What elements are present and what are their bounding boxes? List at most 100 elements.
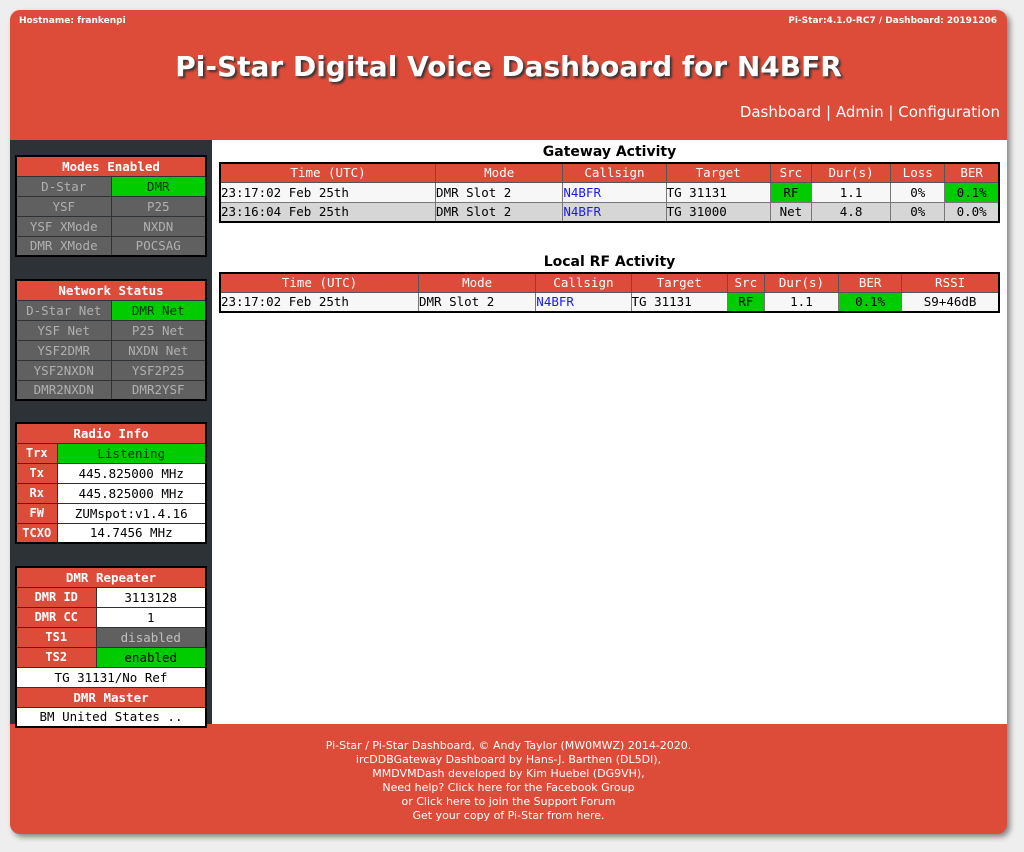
rf-header-rssi: RSSI: [901, 272, 1000, 293]
net-dmr: DMR Net: [110, 299, 207, 321]
net-ysf2p25: YSF2P25: [110, 359, 207, 381]
gw-header-src: Src: [769, 162, 812, 183]
radio-info-table: Radio Info Trx Listening Tx 445.825000 M…: [15, 422, 207, 544]
net-dstar: D-Star Net: [15, 299, 112, 321]
footer-download-link[interactable]: Get your copy of Pi-Star from here.: [412, 809, 605, 822]
ts1-label: TS1: [15, 626, 97, 648]
tcxo-label: TCXO: [15, 522, 58, 544]
net-ysf: YSF Net: [15, 319, 112, 341]
nav-dashboard-link[interactable]: Dashboard: [739, 103, 822, 121]
gw-callsign-link[interactable]: N4BFR: [562, 201, 667, 223]
mode-ysf-xmode: YSF XMode: [15, 215, 112, 237]
gw-mode: DMR Slot 2: [435, 201, 564, 223]
modes-enabled-title: Modes Enabled: [15, 155, 207, 177]
nav-separator: |: [888, 103, 894, 121]
gw-header-target: Target: [665, 162, 771, 183]
gw-target: TG 31000: [665, 201, 771, 223]
footer-mmdvmdash-credit: MMDVMDash developed by Kim Huebel (DG9VH…: [372, 767, 645, 780]
dmr-master-value: BM United States ..: [15, 706, 207, 728]
ts2-value: enabled: [95, 646, 207, 668]
local-rf-activity-title: Local RF Activity: [543, 254, 676, 270]
rf-dur: 1.1: [763, 291, 840, 313]
network-status-title: Network Status: [15, 279, 207, 301]
mode-nxdn: NXDN: [110, 215, 207, 237]
mode-p25: P25: [110, 195, 207, 217]
table-row: 23:16:04 Feb 25th DMR Slot 2 N4BFR TG 31…: [219, 201, 1000, 223]
gw-target: TG 31131: [665, 181, 771, 203]
rf-mode: DMR Slot 2: [417, 291, 537, 313]
rf-ber: 0.1%: [838, 291, 903, 313]
dmr-repeater-title: DMR Repeater: [15, 566, 207, 588]
net-p25: P25 Net: [110, 319, 207, 341]
radio-info-title: Radio Info: [15, 422, 207, 444]
gw-loss: 0%: [890, 201, 946, 223]
rf-callsign-link[interactable]: N4BFR: [535, 291, 632, 313]
gw-header-mode: Mode: [435, 162, 564, 183]
header: Hostname: frankenpi Pi-Star:4.1.0-RC7 / …: [10, 10, 1007, 140]
gateway-activity-table: Time (UTC) Mode Callsign Target Src Dur(…: [219, 162, 1000, 223]
nav-configuration-link[interactable]: Configuration: [898, 103, 1000, 121]
sidebar: Modes Enabled D-Star DMR YSF P25 YSF XMo…: [10, 140, 212, 728]
ts2-label: TS2: [15, 646, 97, 668]
dmr-master-title: DMR Master: [15, 686, 207, 708]
gw-mode: DMR Slot 2: [435, 181, 564, 203]
gw-header-dur: Dur(s): [810, 162, 892, 183]
rf-header-time: Time (UTC): [219, 272, 419, 293]
gw-ber: 0.1%: [944, 181, 1000, 203]
gw-src: Net: [769, 201, 812, 223]
footer-facebook-link[interactable]: Need help? Click here for the Facebook G…: [382, 781, 635, 794]
trx-value: Listening: [56, 442, 207, 464]
nav-admin-link[interactable]: Admin: [835, 103, 884, 121]
gw-header-loss: Loss: [890, 162, 946, 183]
mode-pocsag: POCSAG: [110, 235, 207, 257]
tx-label: Tx: [15, 462, 58, 484]
gw-loss: 0%: [890, 181, 946, 203]
mode-dstar: D-Star: [15, 175, 112, 197]
gw-header-ber: BER: [944, 162, 1000, 183]
mode-dmr-xmode: DMR XMode: [15, 235, 112, 257]
dmr-id-label: DMR ID: [15, 586, 97, 608]
rf-header-callsign: Callsign: [535, 272, 632, 293]
dmr-repeater-table: DMR Repeater DMR ID 3113128 DMR CC 1 TS1…: [15, 566, 207, 728]
nav-separator: |: [825, 103, 832, 121]
page-title: Pi-Star Digital Voice Dashboard for N4BF…: [175, 50, 842, 83]
rf-header-dur: Dur(s): [763, 272, 840, 293]
table-row: 23:17:02 Feb 25th DMR Slot 2 N4BFR TG 31…: [219, 181, 1000, 203]
gw-header-time: Time (UTC): [219, 162, 437, 183]
gw-time: 23:16:04 Feb 25th: [219, 201, 437, 223]
hostname-label: Hostname: frankenpi: [19, 16, 126, 26]
fw-value: ZUMspot:v1.4.16: [56, 502, 207, 524]
net-dmr2nxdn: DMR2NXDN: [15, 379, 112, 401]
gw-callsign-link[interactable]: N4BFR: [562, 181, 667, 203]
rf-header-src: Src: [726, 272, 765, 293]
trx-label: Trx: [15, 442, 58, 464]
rf-header-target: Target: [630, 272, 728, 293]
rx-label: Rx: [15, 482, 58, 504]
mode-ysf: YSF: [15, 195, 112, 217]
rx-value: 445.825000 MHz: [56, 482, 207, 504]
dashboard-frame: Hostname: frankenpi Pi-Star:4.1.0-RC7 / …: [10, 10, 1007, 834]
table-row: 23:17:02 Feb 25th DMR Slot 2 N4BFR TG 31…: [219, 291, 1000, 313]
rf-src: RF: [726, 291, 765, 313]
rf-target: TG 31131: [630, 291, 728, 313]
gw-ber: 0.0%: [944, 201, 1000, 223]
top-nav: Dashboard | Admin | Configuration: [740, 103, 1000, 121]
mode-dmr: DMR: [110, 175, 207, 197]
footer-forum-link[interactable]: or Click here to join the Support Forum: [401, 795, 616, 808]
gw-header-callsign: Callsign: [562, 162, 667, 183]
net-nxdn: NXDN Net: [110, 339, 207, 361]
gw-dur: 1.1: [810, 181, 892, 203]
main-content: Gateway Activity Time (UTC) Mode Callsig…: [212, 140, 1007, 724]
footer-ircddb-credit: ircDDBGateway Dashboard by Hans-J. Barth…: [355, 753, 662, 766]
dmr-cc-label: DMR CC: [15, 606, 97, 628]
version-label: Pi-Star:4.1.0-RC7 / Dashboard: 20191206: [788, 16, 997, 26]
tx-value: 445.825000 MHz: [56, 462, 207, 484]
modes-enabled-table: Modes Enabled D-Star DMR YSF P25 YSF XMo…: [15, 155, 207, 257]
gateway-activity-title: Gateway Activity: [542, 144, 677, 160]
net-ysf2nxdn: YSF2NXDN: [15, 359, 112, 381]
net-ysf2dmr: YSF2DMR: [15, 339, 112, 361]
talkgroup-value: TG 31131/No Ref: [15, 666, 207, 688]
rf-time: 23:17:02 Feb 25th: [219, 291, 419, 313]
gw-src: RF: [769, 181, 812, 203]
dmr-cc-value: 1: [95, 606, 207, 628]
